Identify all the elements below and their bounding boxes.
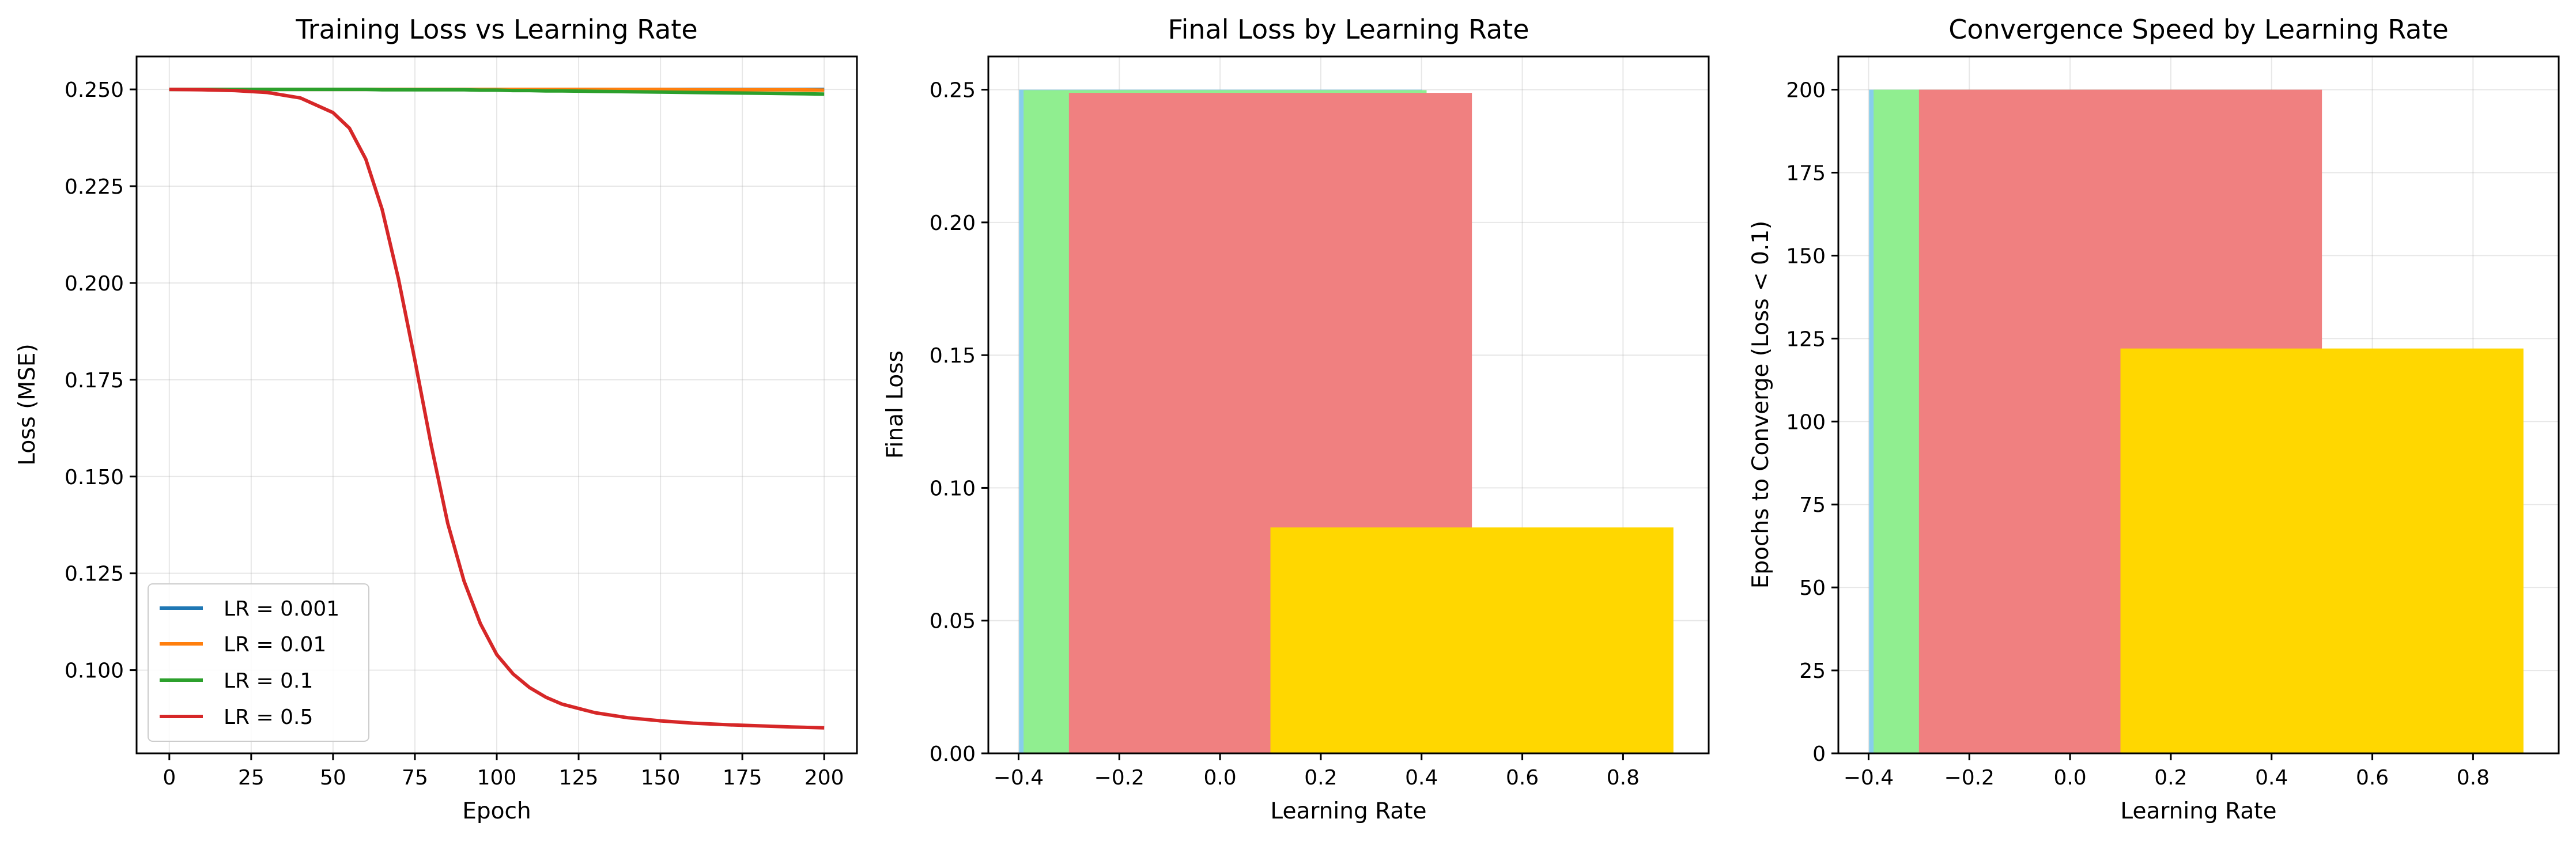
series-line-0.5	[169, 88, 825, 730]
final-loss-ylabel: Final Loss	[882, 350, 908, 459]
final-loss-axes-frame	[987, 55, 1710, 755]
final-loss-bars	[1019, 89, 1674, 754]
bar-lr-0.5	[2120, 348, 2524, 753]
convergence-ticks: −0.4 −0.2 0.0 0.2 0.4 0.6 0.8 0 25 50 75 100 125 150 1…	[1786, 79, 2490, 790]
x-tick-label-4: 0.4	[2255, 766, 2288, 790]
convergence-axes-frame	[1837, 55, 2560, 755]
final-loss-title: Final Loss by Learning Rate	[1168, 14, 1529, 45]
y-tick-label-0: 0.00	[930, 742, 976, 766]
y-tick-label-3: 0.175	[65, 369, 124, 393]
x-tick-label-4: 0.4	[1405, 766, 1438, 790]
loss-curve-lines	[169, 88, 825, 730]
y-tick-label-2: 0.150	[65, 466, 124, 489]
x-tick-label-5: 125	[559, 766, 599, 790]
y-tick-label-3: 75	[1799, 493, 1826, 517]
x-tick-label-7: 175	[723, 766, 762, 790]
y-tick-label-4: 0.20	[930, 212, 976, 235]
loss-curve-xlabel: Epoch	[462, 798, 531, 824]
y-tick-label-4: 100	[1786, 410, 1826, 434]
y-tick-label-8: 200	[1786, 79, 1826, 103]
loss-curve-legend: LR = 0.001 LR = 0.01 LR = 0.1 LR = 0.5	[148, 583, 369, 742]
loss-curve-title: Training Loss vs Learning Rate	[295, 14, 697, 45]
y-tick-label-6: 150	[1786, 244, 1826, 268]
x-tick-label-2: 0.0	[2053, 766, 2086, 790]
y-tick-label-2: 0.10	[930, 477, 976, 500]
x-tick-label-3: 0.2	[1304, 766, 1337, 790]
y-tick-label-1: 25	[1799, 659, 1826, 683]
convergence-ylabel: Epochs to Converge (Loss < 0.1)	[1748, 221, 1774, 589]
y-tick-label-0: 0.100	[65, 659, 124, 683]
x-tick-label-6: 150	[641, 766, 681, 790]
y-tick-label-1: 0.125	[65, 563, 124, 586]
y-tick-label-3: 0.15	[930, 344, 976, 368]
x-tick-label-1: −0.2	[1944, 766, 1995, 790]
y-tick-label-7: 175	[1786, 162, 1826, 186]
loss-curve-ylabel: Loss (MSE)	[14, 344, 40, 465]
x-tick-label-3: 0.2	[2154, 766, 2187, 790]
x-tick-label-8: 200	[804, 766, 844, 790]
y-tick-label-5: 0.25	[930, 79, 976, 103]
convergence-bars	[1869, 89, 2524, 754]
convergence-panel: Convergence Speed by Learning Rate −0.4−…	[1748, 14, 2560, 824]
x-tick-label-0: −0.4	[994, 766, 1044, 790]
y-tick-label-6: 0.250	[65, 78, 124, 102]
final-loss-panel: Final Loss by Learning Rate −0.4 −0.2 0.0 0…	[882, 14, 1710, 824]
x-tick-label-6: 0.8	[1607, 766, 1640, 790]
x-tick-label-5: 0.6	[2356, 766, 2389, 790]
series-line-0.1	[169, 88, 825, 96]
x-tick-label-4: 100	[477, 766, 517, 790]
x-tick-label-3: 75	[402, 766, 428, 790]
x-tick-label-1: −0.2	[1094, 766, 1145, 790]
y-tick-label-4: 0.200	[65, 272, 124, 296]
y-tick-label-2: 50	[1799, 576, 1826, 600]
x-tick-label-5: 0.6	[1506, 766, 1539, 790]
y-tick-label-5: 125	[1786, 327, 1826, 351]
x-tick-label-0: −0.4	[1844, 766, 1894, 790]
x-tick-label-2: 0.0	[1203, 766, 1236, 790]
legend-label-lr-0.01: LR = 0.01	[224, 633, 326, 657]
legend-label-lr-0.5: LR = 0.5	[224, 706, 313, 729]
final-loss-xlabel: Learning Rate	[1270, 798, 1426, 824]
y-tick-label-5: 0.225	[65, 175, 124, 199]
y-tick-label-0: 0	[1812, 742, 1826, 766]
legend-label-lr-0.001: LR = 0.001	[224, 597, 339, 621]
convergence-title: Convergence Speed by Learning Rate	[1948, 14, 2449, 45]
final-loss-ticks: −0.4 −0.2 0.0 0.2 0.4 0.6 0.8 0.00 0.05 0.10 0.15 0…	[930, 79, 1640, 790]
x-tick-label-2: 50	[320, 766, 346, 790]
x-tick-label-0: 0	[163, 766, 176, 790]
y-tick-label-1: 0.05	[930, 610, 976, 633]
legend-frame	[148, 583, 369, 742]
loss-curve-panel: Training Loss vs Learning Rate 0 25 50 75 10…	[14, 14, 858, 824]
x-tick-label-6: 0.8	[2457, 766, 2490, 790]
bar-lr-0.5	[1270, 527, 1674, 753]
loss-curve-ticks: 0 25 50 75 100 125 150 175 200 0.100 0.125 0.150 0.1…	[65, 78, 844, 790]
legend-label-lr-0.1: LR = 0.1	[224, 669, 313, 693]
x-tick-label-1: 25	[238, 766, 265, 790]
convergence-xlabel: Learning Rate	[2120, 798, 2276, 824]
